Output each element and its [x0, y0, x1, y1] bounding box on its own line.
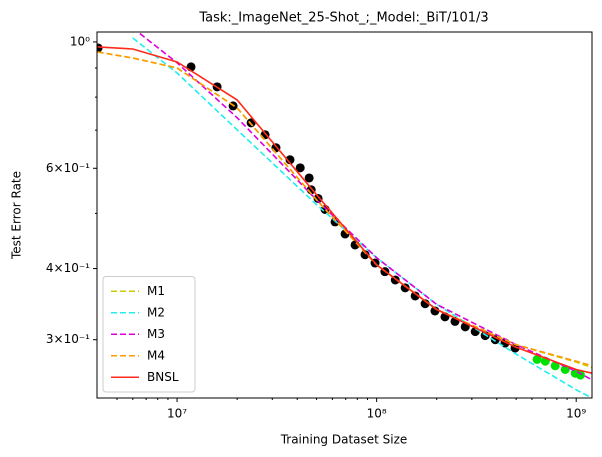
y-tick-label: 6×10⁻¹	[46, 161, 90, 175]
x-tick-label: 10⁸	[367, 407, 387, 421]
data-point	[246, 118, 256, 128]
legend-box	[102, 276, 196, 393]
data-point	[360, 250, 370, 260]
series-line	[97, 46, 592, 374]
y-axis-label: Test Error Rate	[10, 171, 24, 260]
y-tick-label: 3×10⁻¹	[46, 332, 90, 346]
legend-label: M4	[147, 348, 165, 362]
legend-label: BNSL	[147, 370, 179, 384]
legend-label: M1	[147, 284, 165, 298]
y-tick-label: 4×10⁻¹	[46, 261, 90, 275]
plot-area	[97, 32, 592, 398]
series-line	[136, 32, 592, 381]
x-tick-label: 10⁹	[566, 407, 586, 421]
axes: 10⁷ 10⁸ 10⁹ 10⁰ 6×10⁻¹ 4×10⁻¹ 3×10⁻¹	[46, 34, 587, 420]
x-axis-label: Training Dataset Size	[280, 433, 408, 447]
data-point	[313, 193, 323, 203]
data-point	[532, 354, 542, 364]
data-point	[430, 306, 440, 316]
data-point	[560, 364, 570, 374]
plot-frame	[96, 31, 593, 399]
data-point	[490, 335, 500, 345]
data-point	[295, 163, 305, 173]
data-point	[304, 173, 314, 183]
series-line	[97, 51, 592, 367]
y-tick-label: 10⁰	[70, 34, 90, 48]
legend: M1 M2 M3 M4 BNSL	[102, 276, 196, 393]
legend-label: M3	[147, 327, 165, 341]
data-point	[400, 283, 410, 293]
data-point	[97, 43, 103, 53]
data-point	[410, 291, 420, 301]
chart-title: Task:_ImageNet_25-Shot_;_Model:_BiT/101/…	[198, 11, 488, 26]
legend-label: M2	[147, 305, 165, 319]
data-point	[420, 299, 430, 309]
series-line	[132, 37, 592, 398]
data-point	[285, 155, 295, 165]
x-tick-label: 10⁷	[167, 407, 187, 421]
